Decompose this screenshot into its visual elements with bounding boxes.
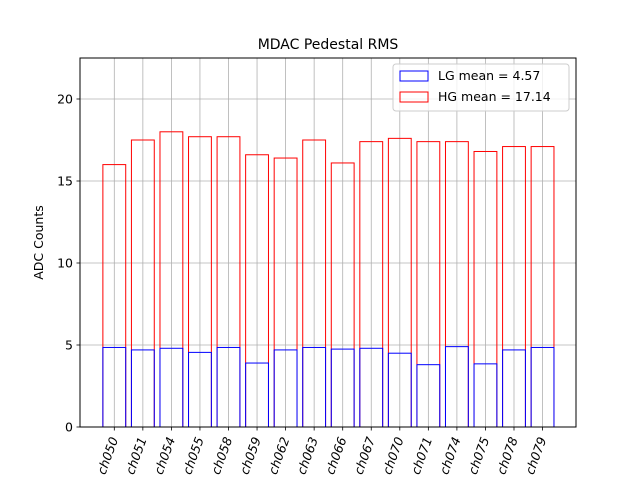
legend-swatch-hg: [399, 91, 429, 103]
plot-frame: [79, 57, 577, 428]
xtick-label-ch054: ch054: [151, 435, 178, 476]
legend-label-hg: HG mean = 17.14: [438, 89, 551, 104]
chart-title: MDAC Pedestal RMS: [258, 37, 399, 53]
ytick-label-0: 0: [65, 420, 73, 435]
xtick-label-ch062: ch062: [265, 435, 292, 476]
xtick-label-ch074: ch074: [436, 435, 463, 476]
xtick-label-ch050: ch050: [94, 435, 121, 476]
legend: LG mean = 4.57 HG mean = 17.14: [392, 63, 570, 112]
legend-label-lg: LG mean = 4.57: [438, 68, 540, 83]
ytick-label-1: 5: [65, 338, 73, 353]
legend-swatch-lg: [399, 70, 429, 82]
y-axis-label: ADC Counts: [31, 205, 46, 280]
ytick-label-2: 10: [57, 256, 73, 271]
ytick-label-4: 20: [57, 92, 73, 107]
ytick-label-3: 15: [57, 174, 73, 189]
xtick-label-ch066: ch066: [322, 435, 349, 476]
xtick-label-ch058: ch058: [208, 435, 235, 476]
xtick-label-ch067: ch067: [351, 435, 378, 476]
xtick-label-ch059: ch059: [237, 435, 264, 476]
xtick-label-ch075: ch075: [465, 435, 492, 476]
bars-layer: [102, 131, 555, 428]
xtick-label-ch055: ch055: [179, 435, 206, 476]
xtick-label-ch079: ch079: [522, 435, 549, 476]
xtick-label-ch051: ch051: [122, 435, 149, 476]
xtick-label-ch078: ch078: [494, 435, 521, 476]
xtick-label-ch071: ch071: [408, 435, 435, 476]
legend-box: [392, 63, 570, 112]
xtick-label-ch070: ch070: [379, 435, 406, 476]
grid-layer: [80, 58, 576, 428]
xtick-label-ch063: ch063: [294, 435, 321, 476]
